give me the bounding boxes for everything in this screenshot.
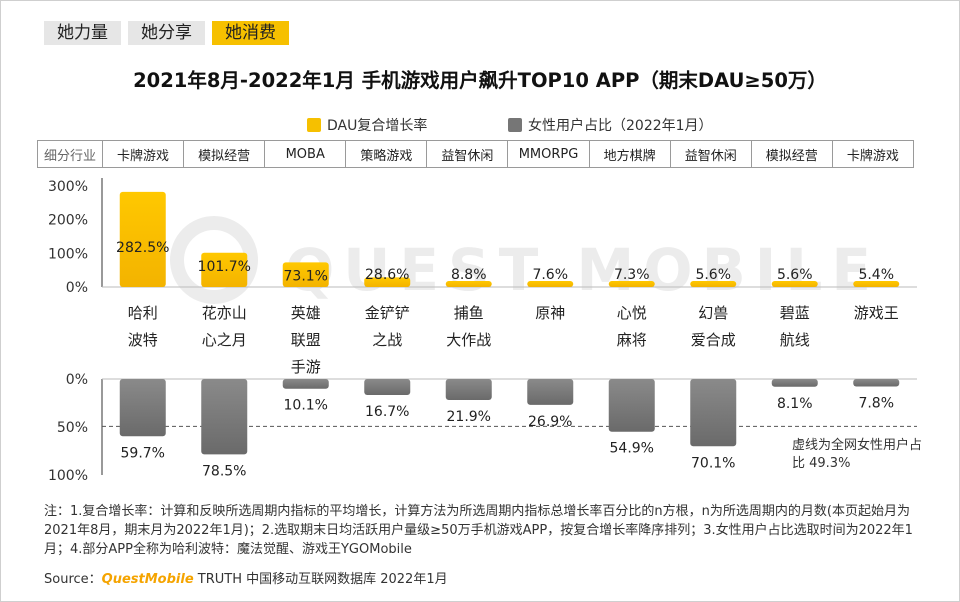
data-label-female: 16.7% [365, 404, 409, 420]
data-label-female: 8.1% [777, 396, 813, 412]
category-cell: 益智休闲 [669, 140, 752, 168]
x-tick-label-app: 金铲铲 [365, 304, 410, 322]
reference-line-note: 虚线为全网女性用户占比 49.3% [792, 438, 923, 471]
x-tick-label-app: 手游 [291, 358, 321, 376]
tab-her-consume[interactable]: 她消费 [212, 21, 289, 45]
data-label-dau: 5.6% [777, 267, 813, 283]
legend-dau: DAU复合增长率 [307, 114, 427, 136]
bar-female [201, 379, 248, 455]
data-label-dau: 282.5% [116, 240, 169, 256]
x-tick-label-app: 大作战 [446, 331, 491, 349]
category-cell: 卡牌游戏 [101, 140, 185, 168]
x-tick-label-app: 之战 [372, 331, 402, 349]
data-label-female: 26.9% [528, 414, 572, 430]
x-tick-label-app: 波特 [128, 331, 158, 349]
data-label-female: 70.1% [691, 455, 735, 471]
x-tick-label-app: 英雄 [291, 304, 321, 322]
data-label-dau: 5.6% [695, 267, 731, 283]
legend-swatch-dau [307, 118, 321, 132]
bar-female [364, 379, 411, 396]
data-label-female: 7.8% [858, 395, 894, 411]
data-label-female: 10.1% [284, 398, 328, 414]
bar-dau [690, 281, 737, 287]
category-cell: 卡牌游戏 [831, 140, 915, 168]
legend-swatch-female [508, 118, 522, 132]
x-tick-label-app: 原神 [535, 304, 565, 322]
data-label-dau: 8.8% [451, 267, 487, 283]
category-header: 细分行业 [37, 140, 103, 168]
y-tick-label-female: 50% [57, 420, 88, 436]
source-suffix: TRUTH 中国移动互联网数据库 2022年1月 [193, 572, 448, 587]
bar-dau [771, 281, 818, 287]
footnote: 注：1.复合增长率：计算和反映所选周期内指标的平均增长，计算方法为所选周期内指标… [44, 504, 913, 557]
x-tick-label-app: 航线 [780, 331, 810, 349]
source-prefix: Source： [44, 572, 102, 587]
y-tick-label-dau: 200% [48, 213, 88, 229]
legend-female: 女性用户占比（2022年1月） [508, 114, 713, 136]
bar-female [445, 379, 492, 401]
bar-dau [853, 281, 900, 287]
bar-female [853, 379, 900, 387]
data-label-dau: 101.7% [198, 259, 251, 275]
data-label-dau: 7.6% [532, 267, 568, 283]
data-label-female: 21.9% [447, 409, 491, 425]
y-tick-label-dau: 0% [66, 280, 88, 296]
x-tick-label-app: 心悦 [617, 304, 647, 322]
bar-female [771, 379, 818, 387]
bar-female [282, 379, 329, 389]
x-tick-label-app: 幻兽 [698, 304, 728, 322]
data-label-female: 59.7% [121, 445, 165, 461]
x-tick-label-app: 心之月 [202, 331, 247, 349]
y-tick-label-female: 0% [66, 372, 88, 388]
category-cell: 地方棋牌 [588, 140, 671, 168]
bar-dau [282, 262, 329, 287]
category-cell: MMORPG [507, 140, 590, 168]
data-label-female: 78.5% [202, 463, 246, 479]
bar-female [690, 379, 737, 447]
category-cell: 模拟经营 [183, 140, 266, 168]
category-table: 细分行业 卡牌游戏 模拟经营 MOBA 策略游戏 益智休闲 MMORPG 地方棋… [37, 140, 915, 168]
category-cell: 模拟经营 [750, 140, 833, 168]
bar-dau [527, 281, 574, 287]
data-label-dau: 73.1% [284, 268, 328, 284]
x-tick-label-app: 哈利 [128, 304, 158, 322]
x-tick-label-app: 花亦山 [202, 304, 247, 322]
bar-dau [445, 281, 492, 287]
x-tick-label-app: 联盟 [291, 331, 321, 349]
data-label-dau: 5.4% [858, 267, 894, 283]
x-tick-label-app: 麻将 [617, 331, 647, 349]
data-label-dau: 28.6% [365, 267, 409, 283]
legend-label-dau: DAU复合增长率 [327, 118, 428, 134]
bar-dau [364, 277, 411, 287]
data-label-female: 54.9% [610, 441, 654, 457]
chart-title: 2021年8月-2022年1月 手机游戏用户飙升TOP10 APP（期末DAU≥… [133, 69, 827, 92]
data-label-dau: 7.3% [614, 267, 650, 283]
bar-dau [201, 252, 248, 287]
watermark: QUEST MOBILE [285, 236, 880, 304]
y-tick-label-female: 100% [48, 468, 88, 484]
tab-bar: 她力量 她分享 她消费 [44, 21, 296, 45]
tab-her-power[interactable]: 她力量 [44, 21, 121, 45]
category-cell: 策略游戏 [345, 140, 428, 168]
legend-label-female: 女性用户占比（2022年1月） [528, 118, 713, 134]
x-tick-label-app: 游戏王 [854, 304, 899, 322]
x-tick-label-app: 捕鱼 [454, 304, 484, 322]
source-brand: QuestMobile [101, 572, 194, 587]
bar-female [608, 379, 655, 432]
bar-female [527, 379, 574, 405]
source-line: Source：QuestMobile TRUTH 中国移动互联网数据库 2022… [44, 568, 448, 587]
tab-her-share[interactable]: 她分享 [128, 21, 205, 45]
x-tick-label-app: 碧蓝 [780, 304, 810, 322]
x-tick-label-app: 爱合成 [691, 331, 736, 349]
y-tick-label-dau: 300% [48, 179, 88, 195]
category-cell: MOBA [264, 140, 347, 168]
y-tick-label-dau: 100% [48, 246, 88, 262]
bar-dau [608, 281, 655, 287]
category-cell: 益智休闲 [426, 140, 509, 168]
bar-dau [119, 191, 166, 287]
bar-female [119, 379, 166, 437]
